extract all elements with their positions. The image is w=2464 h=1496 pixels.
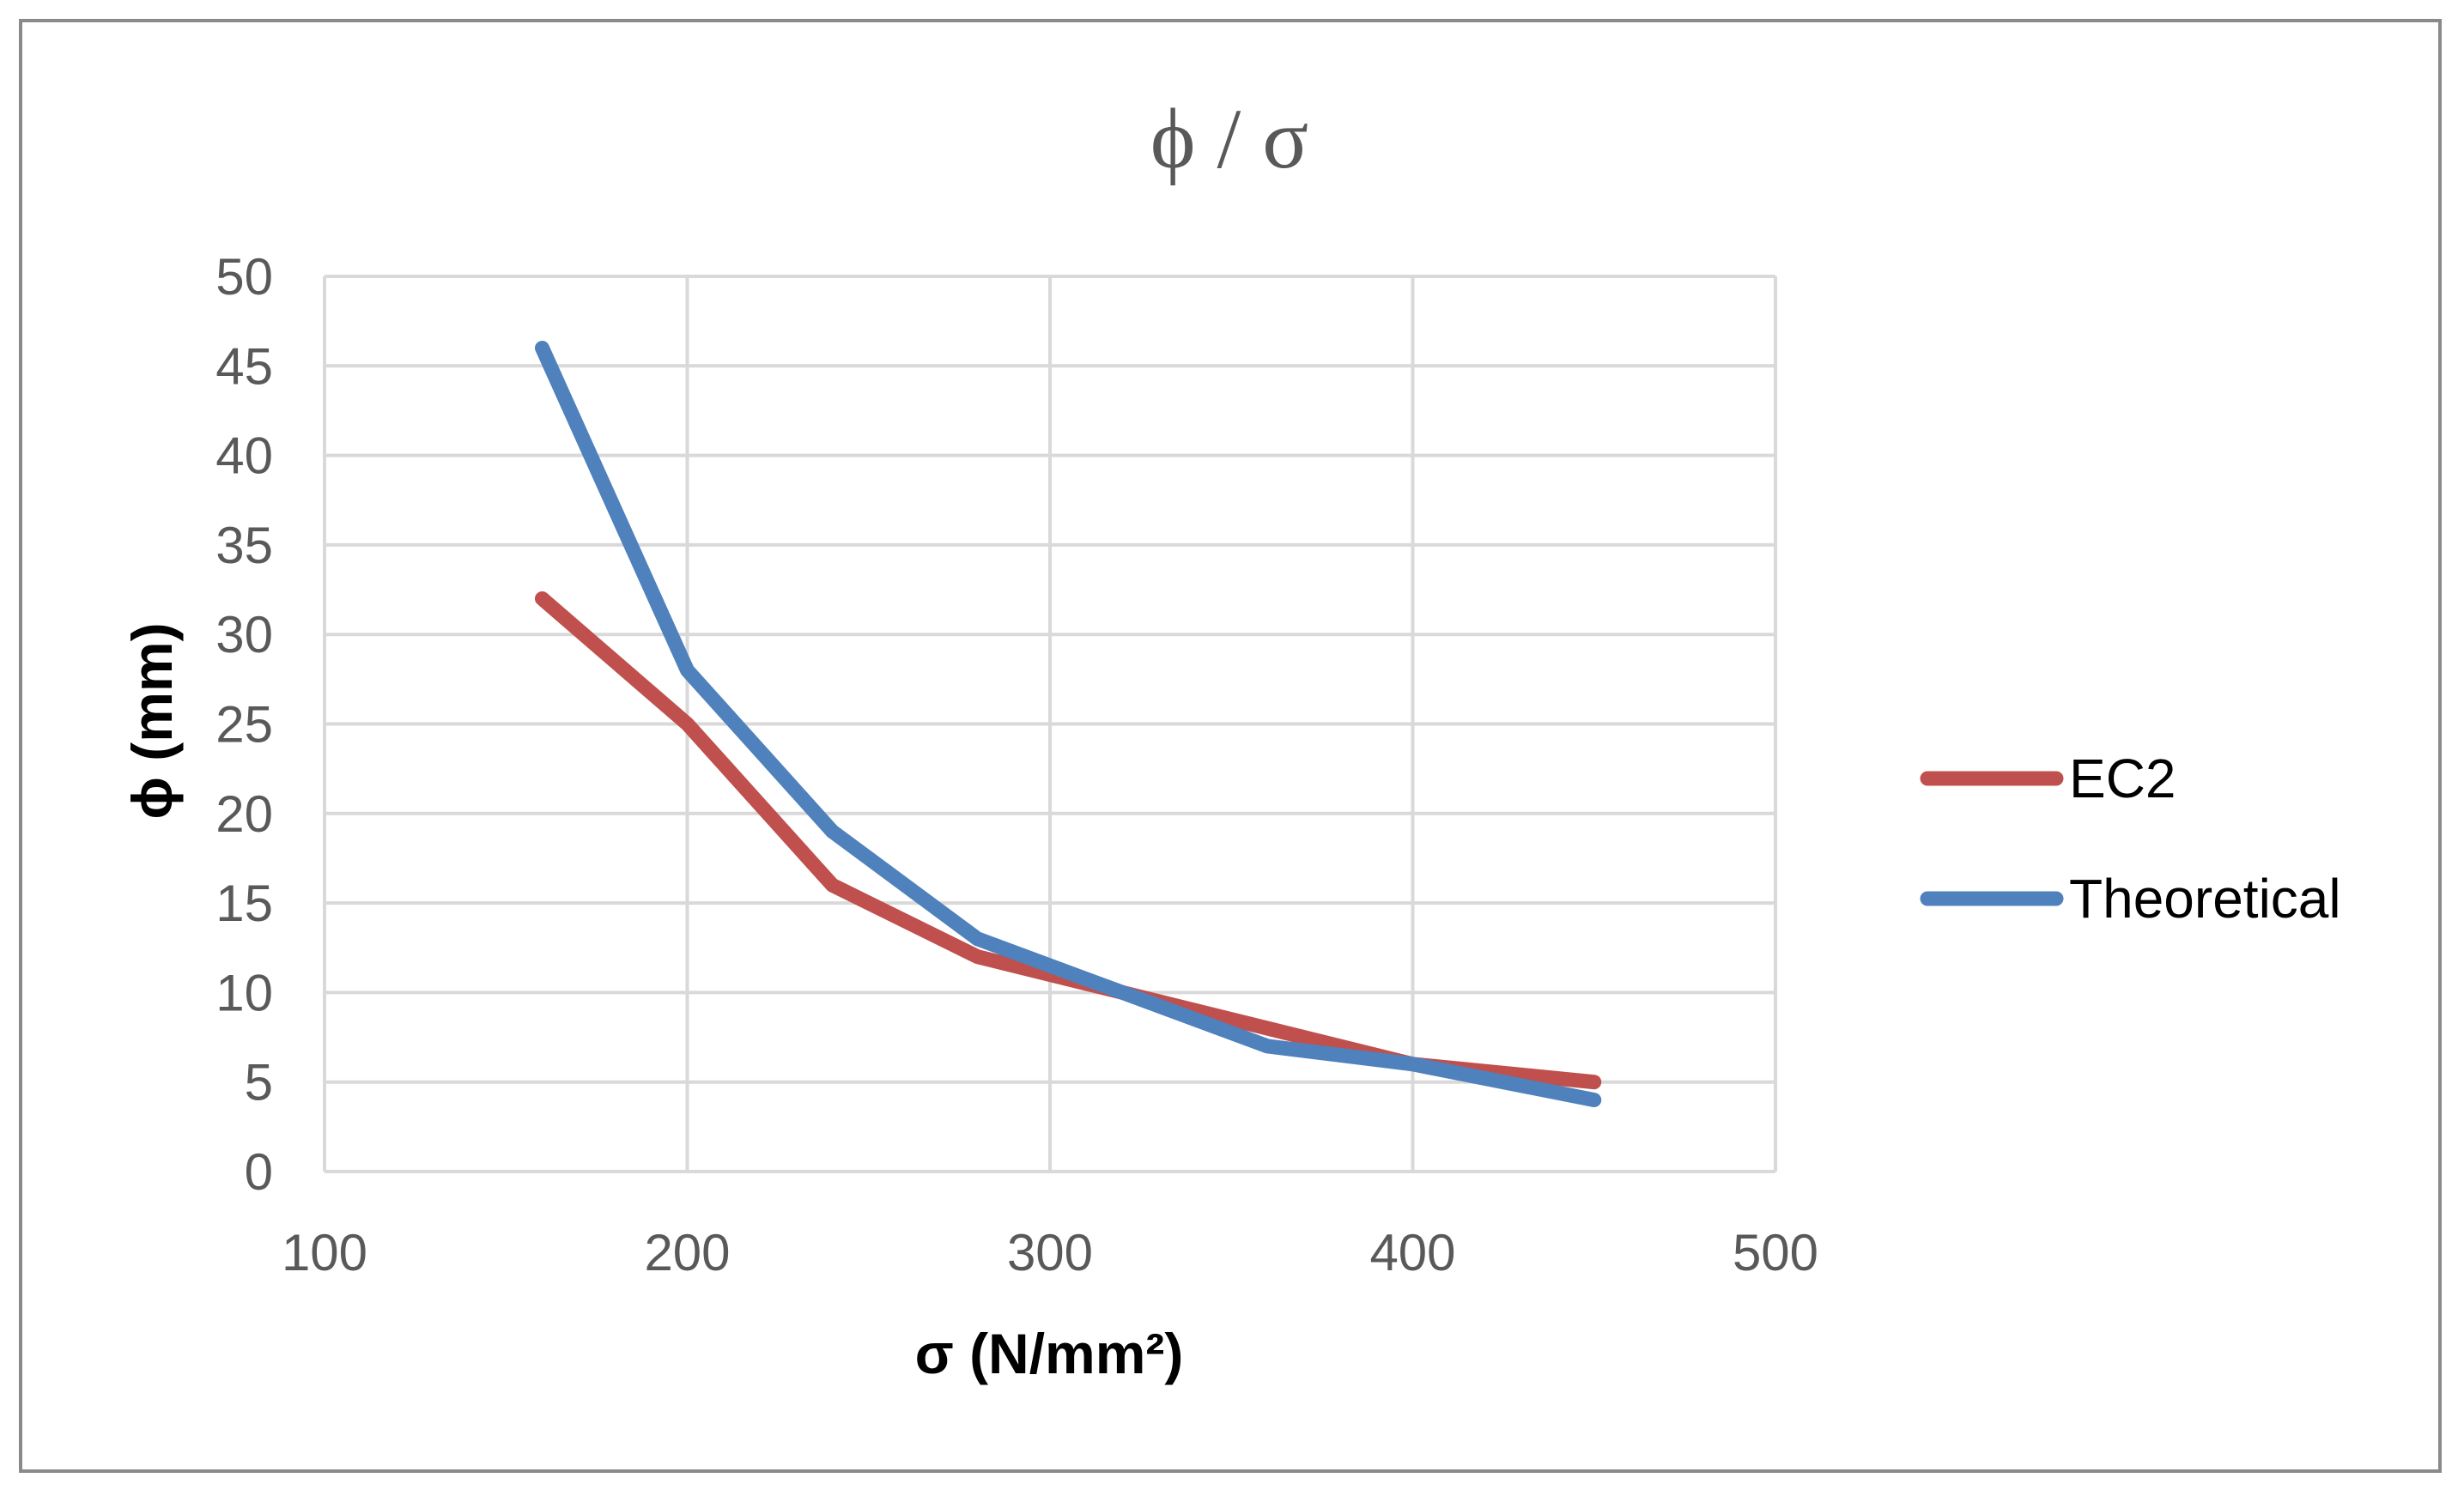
y-axis-title: ϕ (mm) xyxy=(120,622,184,819)
grid-layer xyxy=(323,275,1777,1173)
legend-label-ec2: EC2 xyxy=(2069,748,2176,809)
y-tick-label-50: 50 xyxy=(215,248,273,306)
x-axis-title: σ (N/mm²) xyxy=(915,1322,1184,1385)
x-tick-label-400: 400 xyxy=(1369,1224,1455,1281)
legend-item-ec2: EC2 xyxy=(1920,748,2176,809)
y-tick-label-20: 20 xyxy=(215,785,273,843)
x-tick-label-300: 300 xyxy=(1007,1224,1093,1281)
legend: EC2 Theoretical xyxy=(1920,748,2341,930)
x-tick-label-200: 200 xyxy=(644,1224,730,1281)
y-tick-label-5: 5 xyxy=(245,1054,273,1111)
y-tick-label-15: 15 xyxy=(215,875,273,932)
x-tick-label-100: 100 xyxy=(282,1224,367,1281)
y-tick-label-25: 25 xyxy=(215,696,273,754)
tick-layer: 0 5 10 15 20 25 30 35 40 45 50 100 200 300 400 500 xyxy=(215,248,1818,1281)
x-tick-label-500: 500 xyxy=(1733,1224,1818,1281)
y-tick-label-0: 0 xyxy=(245,1143,273,1201)
series-theoretical xyxy=(535,340,1602,1108)
chart-title: ϕ / σ xyxy=(1150,91,1308,186)
y-tick-label-40: 40 xyxy=(215,427,273,485)
y-tick-label-45: 45 xyxy=(215,337,273,395)
series-layer xyxy=(535,340,1602,1108)
y-tick-label-10: 10 xyxy=(215,964,273,1021)
y-tick-label-35: 35 xyxy=(215,517,273,574)
legend-label-theoretical: Theoretical xyxy=(2069,868,2341,930)
y-tick-label-30: 30 xyxy=(215,606,273,663)
legend-item-theoretical: Theoretical xyxy=(1920,868,2341,930)
series-line-theoretical xyxy=(535,340,1602,1108)
chart-frame xyxy=(19,19,2442,1473)
series-line-ec2 xyxy=(535,591,1602,1090)
series-ec2 xyxy=(535,591,1602,1090)
